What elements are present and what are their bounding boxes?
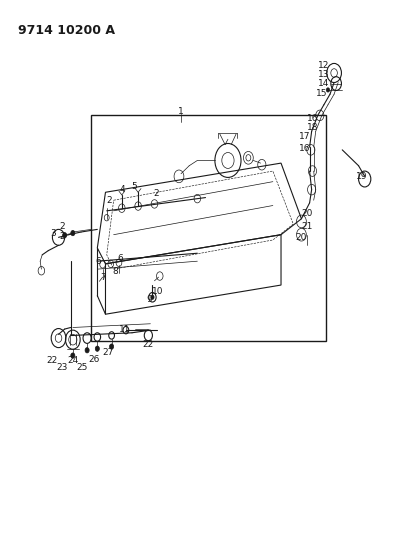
Text: 12: 12 [318, 61, 330, 69]
Text: 16: 16 [307, 114, 318, 123]
Circle shape [151, 295, 154, 300]
Text: 1: 1 [178, 107, 184, 116]
Circle shape [110, 344, 114, 349]
Text: 14: 14 [318, 79, 330, 88]
Text: 21: 21 [301, 222, 312, 231]
Text: 27: 27 [103, 349, 114, 358]
Text: 2: 2 [59, 232, 65, 241]
Text: 25: 25 [76, 363, 88, 372]
Text: 2: 2 [106, 196, 112, 205]
Circle shape [95, 346, 99, 351]
Circle shape [326, 88, 330, 92]
Text: 20: 20 [301, 209, 312, 218]
Text: 23: 23 [56, 363, 67, 372]
Text: 4: 4 [120, 185, 125, 194]
Text: 9714 10200 A: 9714 10200 A [18, 23, 115, 37]
Text: 13: 13 [318, 70, 330, 79]
Text: 3: 3 [50, 229, 56, 238]
Text: 2: 2 [59, 222, 65, 231]
Text: 22: 22 [47, 357, 58, 366]
Text: 6: 6 [96, 257, 102, 265]
Text: 5: 5 [132, 182, 137, 191]
Text: 19: 19 [356, 172, 367, 181]
Text: 11: 11 [119, 325, 130, 334]
Text: 7: 7 [100, 272, 106, 281]
Text: 10: 10 [152, 287, 163, 296]
Text: 26: 26 [89, 355, 100, 364]
Circle shape [71, 230, 75, 236]
Circle shape [62, 232, 67, 238]
Text: 22: 22 [143, 341, 154, 350]
Bar [91, 115, 326, 341]
Text: 15: 15 [316, 88, 328, 98]
Text: 9: 9 [146, 295, 152, 304]
Text: 8: 8 [112, 268, 118, 276]
Text: 16: 16 [298, 144, 310, 154]
Text: 2: 2 [153, 189, 159, 198]
Text: 20: 20 [296, 233, 307, 242]
Text: 17: 17 [298, 132, 310, 141]
Text: 6: 6 [118, 254, 123, 263]
Circle shape [71, 353, 75, 358]
Text: 18: 18 [307, 123, 318, 132]
Text: 24: 24 [67, 357, 79, 366]
Circle shape [85, 348, 89, 353]
